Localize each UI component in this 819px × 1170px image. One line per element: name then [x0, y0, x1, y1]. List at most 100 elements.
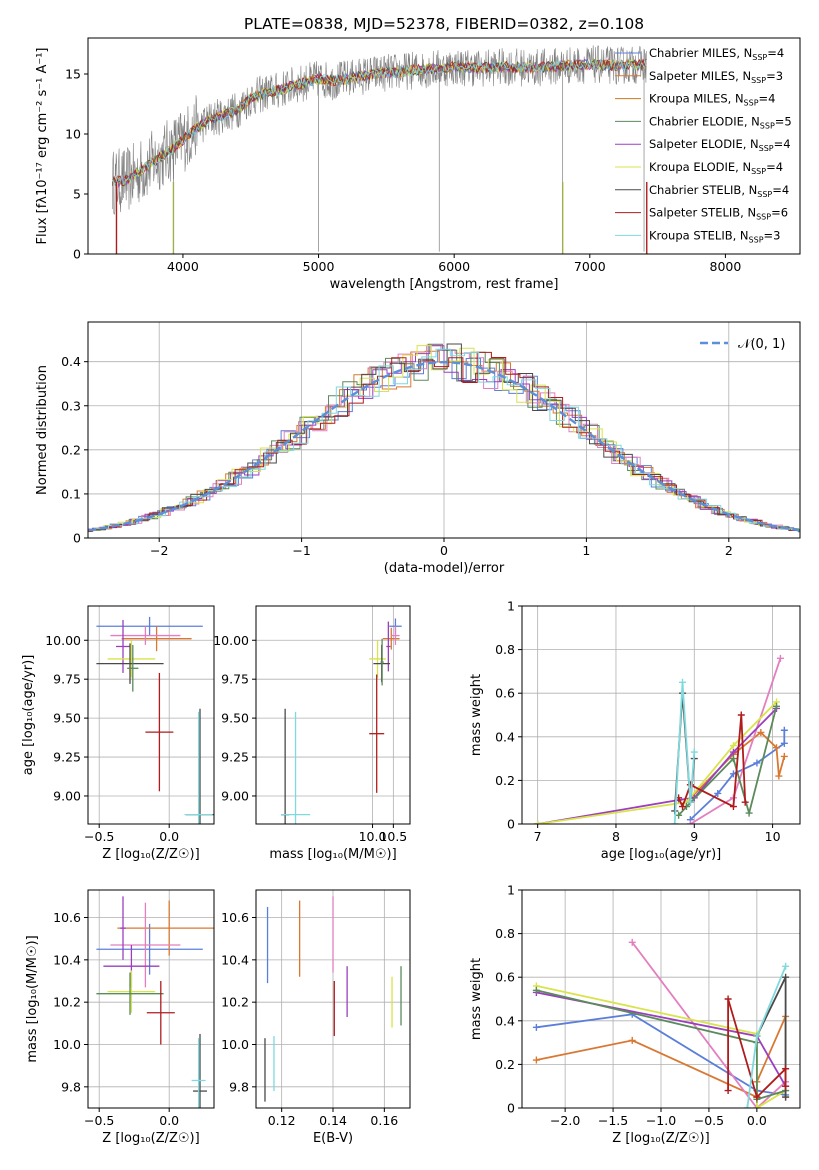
x-tick-label: 0.16 [370, 1113, 398, 1128]
weight-marker [714, 789, 722, 797]
errorbar-point [146, 981, 175, 1045]
y-tick-label: 0.8 [495, 642, 515, 657]
weight-lines [534, 654, 788, 824]
errorbar-point [107, 640, 156, 678]
x-axis-label: (data-model)/error [384, 561, 505, 576]
weight-marker [532, 1056, 540, 1064]
weight-marker [534, 820, 542, 824]
errorbar-point [121, 626, 192, 652]
y-tick-label: 10.2 [221, 995, 249, 1010]
legend-label: Salpeter STELIB, NSSP=6 [649, 206, 788, 222]
x-tick-label: 0.0 [747, 1113, 767, 1128]
y-tick-label: 0.4 [495, 1013, 515, 1028]
normal-curve [88, 360, 800, 532]
weight-marker [773, 744, 781, 752]
figure-title: PLATE=0838, MJD=52378, FIBERID=0382, z=0… [244, 15, 644, 33]
x-tick-label: 6000 [438, 259, 470, 274]
errorbar-points [96, 616, 214, 824]
weight-marker [741, 798, 749, 806]
model-spectrum-line [111, 58, 647, 187]
errorbar-point [116, 620, 130, 673]
legend-label: Salpeter ELODIE, NSSP=4 [649, 137, 791, 153]
errorbar-points [96, 896, 214, 1108]
y-tick-label: 10.0 [53, 1037, 81, 1052]
errorbar-point [184, 711, 213, 824]
weight-marker [532, 1023, 540, 1031]
x-tick-label: 4000 [167, 259, 199, 274]
x-tick-label: 10.0 [359, 829, 387, 844]
weight-marker [780, 739, 788, 747]
y-tick-label: 0.6 [495, 686, 515, 701]
y-tick-label: 9.75 [221, 672, 249, 687]
weight-marker [671, 820, 679, 824]
axes-frame [87, 605, 215, 825]
y-tick-label: 10.4 [221, 952, 249, 967]
weight-series-line [673, 682, 696, 824]
weight-marker [686, 820, 694, 824]
y-tick-label: 10.00 [45, 633, 81, 648]
x-tick-label: 0.12 [268, 1113, 296, 1128]
x-tick-label: −2.0 [550, 1113, 580, 1128]
x-tick-label: 0 [440, 543, 448, 558]
x-tick-label: −0.5 [84, 1113, 114, 1128]
spectrum-lines [111, 45, 648, 254]
y-tick-label: 0 [507, 817, 515, 832]
weight-vs-metallicity-panel: −2.0 −1.5 −1.0 −0.5 0.0 0 0.2 0.4 0.6 0.8 1 Z [log₁… [469, 883, 801, 1146]
errorbar-point [110, 902, 181, 988]
weight-marker [753, 1032, 761, 1040]
errorbar-point [191, 1038, 206, 1108]
errorbar-point [117, 900, 214, 956]
weight-series-line [536, 989, 786, 1101]
weight-marker [775, 772, 783, 780]
model-spectrum-line [112, 58, 647, 187]
x-axis-label: Z [log₁₀(Z/Z☉)] [612, 1131, 709, 1146]
errorbar-point [380, 638, 384, 686]
y-axis-label: mass [log₁₀(M/M☉)] [25, 935, 40, 1062]
weight-marker [686, 781, 694, 789]
weight-marker [532, 986, 540, 994]
x-tick-label: 0.0 [159, 829, 179, 844]
weight-marker [729, 742, 737, 750]
weight-marker [743, 1104, 751, 1108]
y-tick-label: 0 [507, 1101, 515, 1116]
weight-marker [782, 1093, 790, 1101]
x-tick-label: 7 [534, 829, 542, 844]
weight-marker [628, 1036, 636, 1044]
x-tick-label: −1 [292, 543, 310, 558]
y-tick-label: 0.6 [495, 970, 515, 985]
y-tick-label: 0 [73, 531, 81, 546]
y-tick-label: 1 [507, 883, 515, 898]
weight-series-line [537, 701, 778, 824]
weight-series-line [677, 714, 747, 810]
y-tick-label: 10.6 [53, 910, 81, 925]
weight-series-line [536, 1013, 786, 1096]
y-tick-label: 0.2 [495, 1057, 515, 1072]
y-tick-label: 9.25 [221, 750, 249, 765]
errorbar-point [369, 674, 385, 793]
y-tick-label: 0.2 [61, 442, 81, 457]
errorbar-point [110, 626, 181, 645]
weight-marker [724, 1087, 732, 1095]
x-tick-label: −0.5 [694, 1113, 724, 1128]
y-tick-label: 10.2 [53, 995, 81, 1010]
y-tick-label: 10 [65, 127, 81, 142]
weight-marker [773, 702, 781, 710]
y-tick-label: 9.25 [53, 750, 81, 765]
x-axis-label: Z [log₁₀(Z/Z☉)] [102, 1131, 199, 1146]
y-tick-label: 0.8 [495, 926, 515, 941]
weight-marker [724, 995, 732, 1003]
x-tick-label: −1.5 [598, 1113, 628, 1128]
weight-marker [780, 726, 788, 734]
axes-frame [255, 605, 411, 825]
y-tick-label: 9.75 [53, 672, 81, 687]
y-tick-label: 0.4 [61, 354, 81, 369]
errorbar-point [96, 643, 164, 684]
y-tick-label: 9.50 [53, 711, 81, 726]
weight-marker [782, 973, 790, 981]
histogram-series [88, 345, 800, 532]
y-tick-label: 0.3 [61, 398, 81, 413]
y-tick-label: 0.1 [61, 486, 81, 501]
y-axis-label: mass weight [469, 674, 484, 756]
spectrum-panel: 4000 5000 6000 7000 8000 0 5 10 15 wavelength [An… [35, 37, 801, 292]
